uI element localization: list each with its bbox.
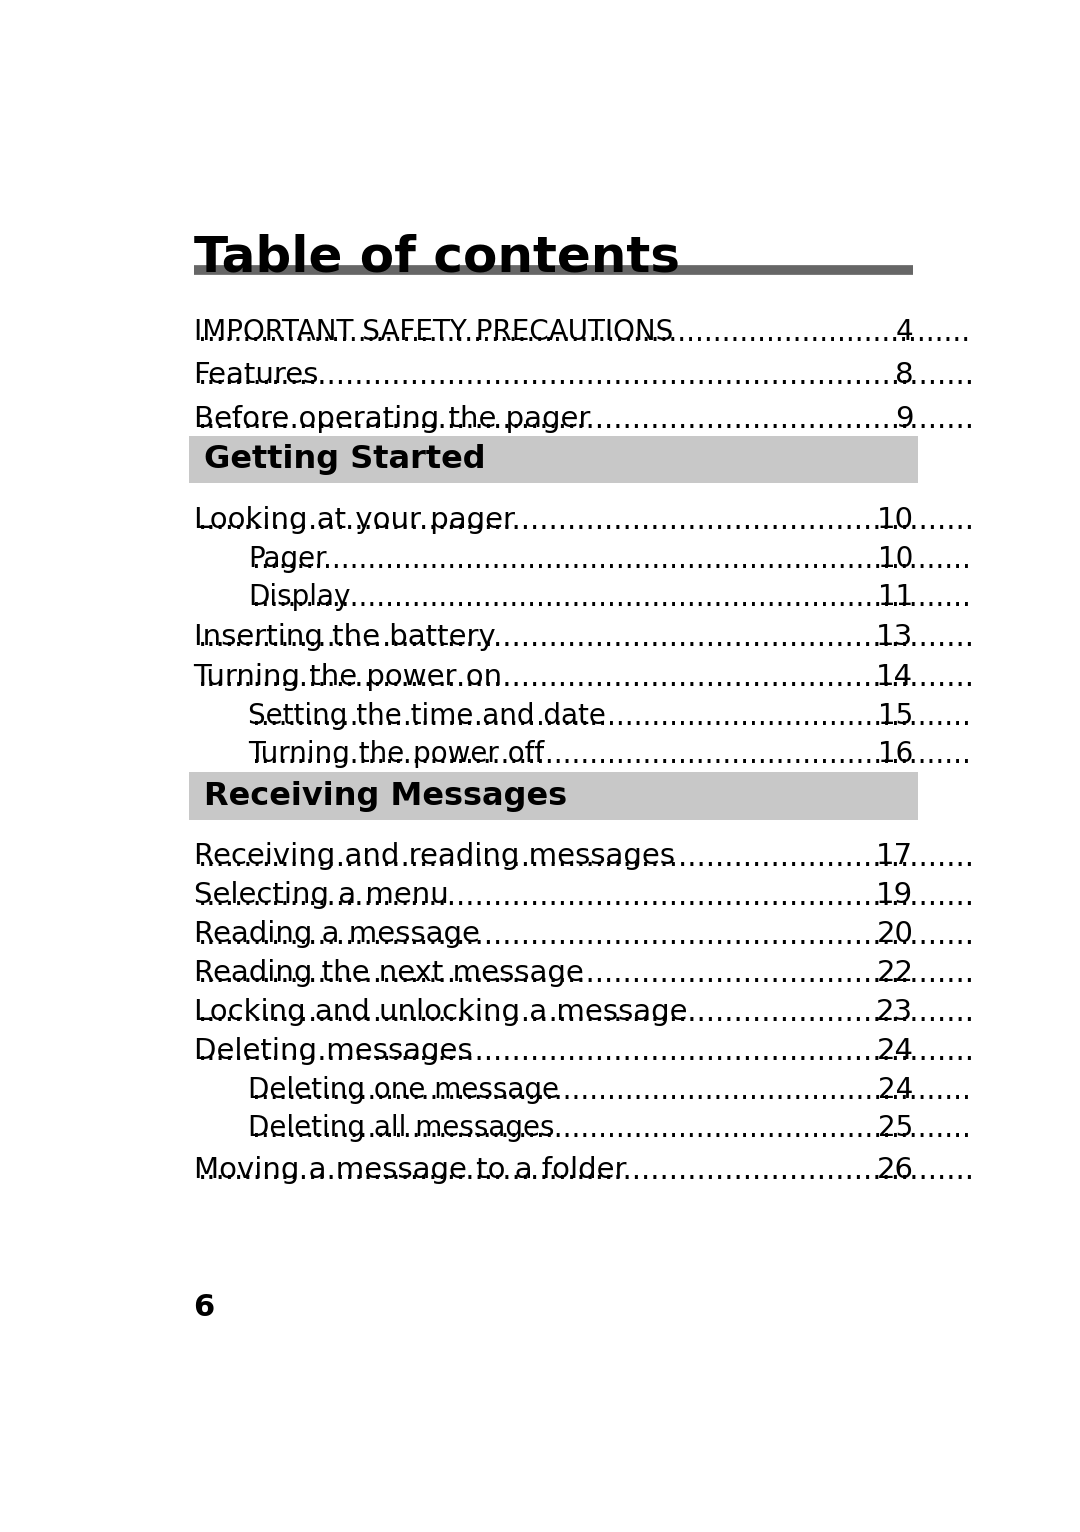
- Text: Turning the power on: Turning the power on: [193, 663, 502, 691]
- Text: Setting the time and date: Setting the time and date: [248, 702, 606, 731]
- Text: 16: 16: [878, 740, 914, 768]
- Text: Locking and unlocking a message: Locking and unlocking a message: [193, 999, 687, 1026]
- Text: 4: 4: [895, 317, 914, 346]
- Text: ................................................................................: ........................................…: [198, 922, 1080, 950]
- Text: 13: 13: [876, 624, 914, 651]
- Text: Pager: Pager: [248, 545, 326, 573]
- Text: Deleting one message: Deleting one message: [248, 1075, 559, 1105]
- Text: ................................................................................: ........................................…: [198, 1039, 1080, 1066]
- Text: Features: Features: [193, 362, 319, 389]
- Text: ................................................................................: ........................................…: [198, 999, 1080, 1028]
- Text: 6: 6: [193, 1293, 215, 1322]
- Text: Reading the next message: Reading the next message: [193, 959, 583, 987]
- Text: 19: 19: [876, 881, 914, 910]
- Text: Inserting the battery: Inserting the battery: [193, 624, 496, 651]
- Text: Getting Started: Getting Started: [204, 444, 485, 475]
- Text: Receiving and reading messages: Receiving and reading messages: [193, 843, 675, 870]
- Text: Selecting a menu: Selecting a menu: [193, 881, 448, 910]
- Text: ................................................................................: ........................................…: [253, 584, 1080, 613]
- Text: Moving a message to a folder: Moving a message to a folder: [193, 1157, 626, 1184]
- Text: Before operating the pager: Before operating the pager: [193, 404, 590, 434]
- Text: ................................................................................: ........................................…: [198, 406, 1080, 434]
- Text: Display: Display: [248, 584, 350, 611]
- Text: 8: 8: [895, 362, 914, 389]
- Text: Reading a message: Reading a message: [193, 921, 480, 948]
- Text: ................................................................................: ........................................…: [253, 1077, 1080, 1105]
- Text: ................................................................................: ........................................…: [198, 319, 1080, 346]
- Text: IMPORTANT SAFETY PRECAUTIONS: IMPORTANT SAFETY PRECAUTIONS: [193, 317, 673, 346]
- Text: ................................................................................: ........................................…: [253, 703, 1080, 731]
- Text: ................................................................................: ........................................…: [198, 507, 1080, 536]
- Text: 15: 15: [878, 702, 914, 731]
- Text: ................................................................................: ........................................…: [198, 665, 1080, 692]
- Text: ................................................................................: ........................................…: [253, 1115, 1080, 1143]
- Text: 10: 10: [878, 545, 914, 573]
- Text: 22: 22: [876, 959, 914, 987]
- Text: Receiving Messages: Receiving Messages: [204, 781, 567, 812]
- Text: 25: 25: [878, 1114, 914, 1141]
- Text: Deleting all messages: Deleting all messages: [248, 1114, 554, 1141]
- Text: 26: 26: [876, 1157, 914, 1184]
- FancyBboxPatch shape: [189, 772, 918, 820]
- Text: ................................................................................: ........................................…: [198, 844, 1080, 872]
- Text: 23: 23: [876, 999, 914, 1026]
- Text: 10: 10: [876, 506, 914, 535]
- Text: ................................................................................: ........................................…: [198, 882, 1080, 910]
- Text: ................................................................................: ........................................…: [198, 624, 1080, 653]
- Text: 24: 24: [878, 1075, 914, 1105]
- Text: 11: 11: [878, 584, 914, 611]
- Text: ................................................................................: ........................................…: [198, 1158, 1080, 1186]
- Text: 20: 20: [877, 921, 914, 948]
- Text: Turning the power off: Turning the power off: [248, 740, 544, 768]
- Text: Deleting messages: Deleting messages: [193, 1037, 472, 1065]
- Text: 9: 9: [895, 404, 914, 434]
- Text: 24: 24: [876, 1037, 914, 1065]
- FancyBboxPatch shape: [189, 437, 918, 484]
- Text: ................................................................................: ........................................…: [253, 547, 1080, 574]
- Text: Table of contents: Table of contents: [193, 233, 679, 282]
- Text: ................................................................................: ........................................…: [198, 961, 1080, 988]
- Text: 14: 14: [876, 663, 914, 691]
- Text: Looking at your pager: Looking at your pager: [193, 506, 514, 535]
- Text: ................................................................................: ........................................…: [198, 363, 1080, 391]
- Text: ................................................................................: ........................................…: [253, 741, 1080, 769]
- Text: 17: 17: [876, 843, 914, 870]
